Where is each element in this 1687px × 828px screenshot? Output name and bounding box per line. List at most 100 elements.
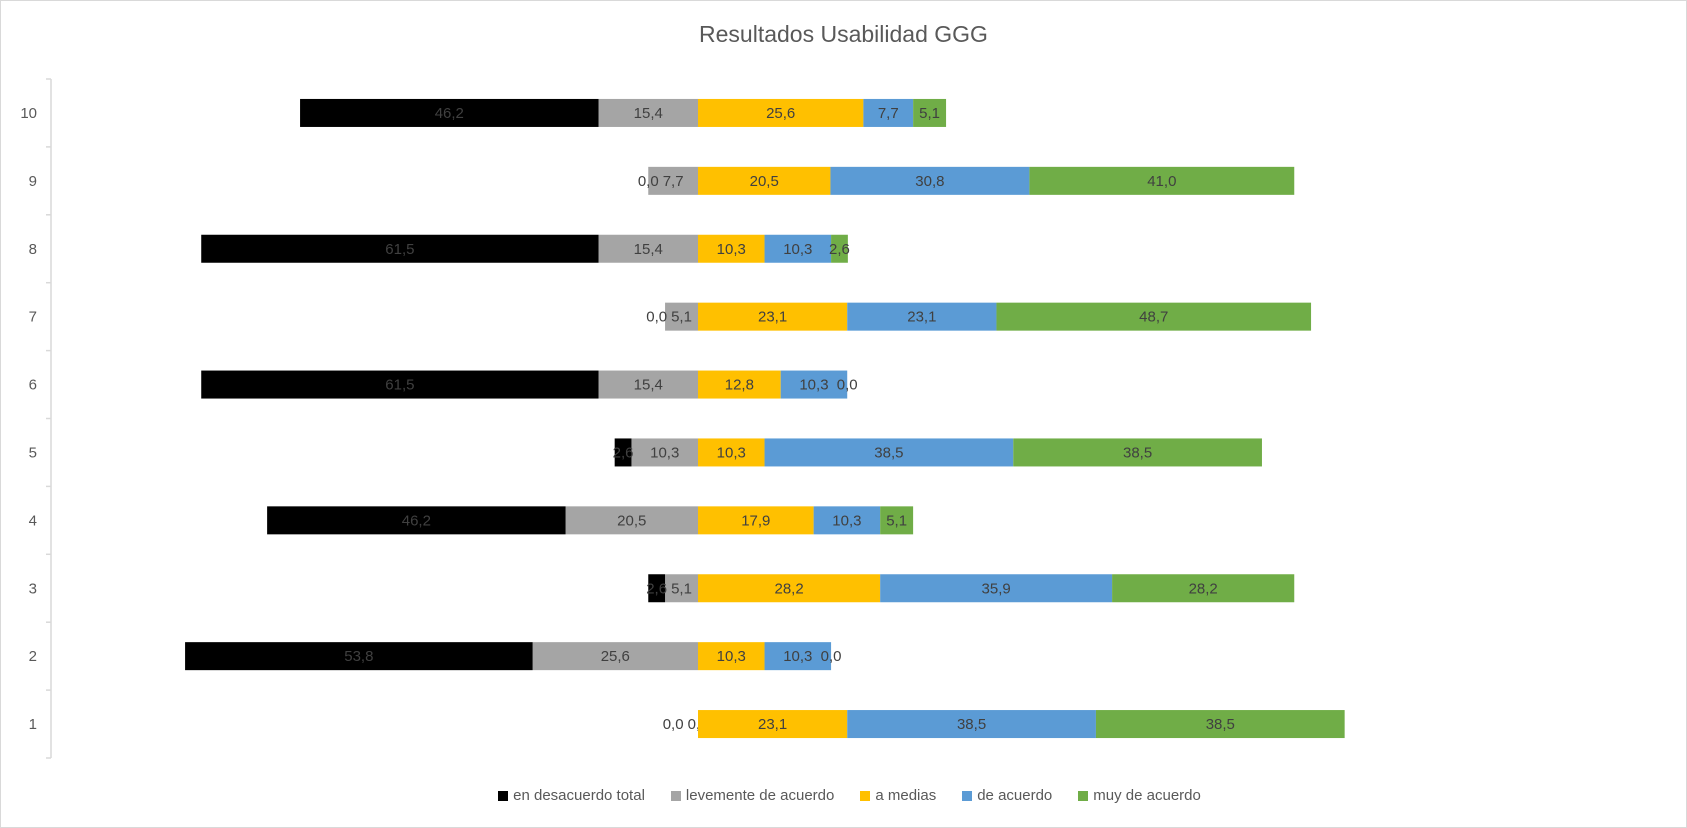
data-label: 10,3: [799, 377, 828, 394]
y-tick-label: 6: [29, 377, 37, 394]
data-label: 35,9: [982, 580, 1011, 597]
legend-item: muy de acuerdo: [1078, 787, 1201, 804]
bar-levemente-de-acuerdo: [598, 234, 698, 263]
y-tick-label: 10: [20, 105, 37, 122]
data-label: 20,5: [617, 512, 646, 529]
data-label: 48,7: [1139, 309, 1168, 326]
data-label: 53,8: [344, 648, 373, 665]
bar-en-desacuerdo-total: [201, 370, 599, 399]
legend-item: a medias: [860, 787, 936, 804]
data-label: 5,1: [671, 580, 692, 597]
y-tick-label: 3: [29, 580, 37, 597]
bar-a-medias: [698, 166, 831, 195]
legend-item: de acuerdo: [962, 787, 1052, 804]
legend-label: de acuerdo: [977, 787, 1053, 804]
data-label: 46,2: [435, 105, 464, 122]
bar-en-desacuerdo-total: [648, 574, 666, 603]
bar-levemente-de-acuerdo: [665, 302, 698, 331]
data-label: 7,7: [663, 173, 684, 190]
bar-a-medias: [698, 710, 848, 739]
bar-muy-de-acuerdo: [1013, 438, 1262, 467]
bar-en-desacuerdo-total: [267, 506, 566, 535]
bar-levemente-de-acuerdo: [532, 642, 698, 671]
bar-a-medias: [698, 438, 765, 467]
bar-de-acuerdo: [847, 302, 997, 331]
bar-muy-de-acuerdo: [1112, 574, 1295, 603]
bar-a-medias: [698, 642, 765, 671]
data-label: 25,6: [601, 648, 630, 665]
bar-en-desacuerdo-total: [185, 642, 533, 671]
bar-a-medias: [698, 574, 881, 603]
data-label: 38,5: [1123, 444, 1152, 461]
bar-de-acuerdo: [764, 438, 1014, 467]
y-tick-label: 4: [29, 512, 37, 529]
data-label: 0,0: [638, 173, 659, 190]
y-tick-label: 9: [29, 173, 37, 190]
data-label: 38,5: [1206, 716, 1235, 733]
data-label: 28,2: [774, 580, 803, 597]
y-tick-label: 2: [29, 648, 37, 665]
legend-swatch: [498, 790, 509, 801]
legend-swatch: [1078, 790, 1089, 801]
bar-en-desacuerdo-total: [614, 438, 632, 467]
legend-label: muy de acuerdo: [1093, 787, 1201, 804]
data-label: 41,0: [1147, 173, 1176, 190]
data-label: 10,3: [650, 444, 679, 461]
legend-label: levemente de acuerdo: [685, 787, 835, 804]
bar-muy-de-acuerdo: [880, 506, 914, 535]
data-label: 5,1: [671, 309, 692, 326]
data-label: 10,3: [832, 512, 861, 529]
bar-a-medias: [698, 98, 864, 127]
y-tick-label: 5: [29, 444, 37, 461]
y-tick-label: 1: [29, 716, 37, 733]
data-label: 15,4: [634, 241, 663, 258]
legend-item: en desacuerdo total: [498, 787, 645, 804]
bar-levemente-de-acuerdo: [598, 98, 698, 127]
data-label: 20,5: [750, 173, 779, 190]
data-label: 25,6: [766, 105, 795, 122]
data-label: 0,0: [663, 716, 684, 733]
legend-swatch: [670, 790, 681, 801]
data-label: 30,8: [915, 173, 944, 190]
data-label: 2,6: [646, 580, 667, 597]
data-label: 0,0: [646, 309, 667, 326]
data-label: 10,3: [717, 444, 746, 461]
bar-muy-de-acuerdo: [831, 234, 848, 263]
y-tick-label: 7: [29, 309, 37, 326]
bar-a-medias: [698, 234, 765, 263]
bar-levemente-de-acuerdo: [665, 574, 698, 603]
data-label: 38,5: [957, 716, 986, 733]
data-label: 15,4: [634, 105, 663, 122]
data-label: 12,8: [725, 377, 754, 394]
bar-levemente-de-acuerdo: [565, 506, 698, 535]
data-label: 5,1: [886, 512, 907, 529]
bar-levemente-de-acuerdo: [648, 166, 698, 195]
data-label: 28,2: [1189, 580, 1218, 597]
data-label: 10,3: [717, 648, 746, 665]
bar-de-acuerdo: [813, 506, 881, 535]
legend-item: levemente de acuerdo: [670, 787, 835, 804]
data-label: 7,7: [878, 105, 899, 122]
bar-en-desacuerdo-total: [201, 234, 599, 263]
data-label: 2,6: [829, 241, 850, 258]
bar-de-acuerdo: [780, 370, 848, 399]
data-label: 23,1: [758, 309, 787, 326]
bar-en-desacuerdo-total: [300, 98, 599, 127]
data-label: 0,0: [821, 648, 842, 665]
data-label: 10,3: [783, 241, 812, 258]
data-label: 15,4: [634, 377, 663, 394]
legend-swatch: [962, 790, 973, 801]
bar-muy-de-acuerdo: [996, 302, 1312, 331]
bar-de-acuerdo: [764, 234, 832, 263]
bar-a-medias: [698, 370, 781, 399]
data-label: 38,5: [874, 444, 903, 461]
data-label: 61,5: [385, 377, 414, 394]
bar-levemente-de-acuerdo: [631, 438, 698, 467]
data-label: 10,3: [717, 241, 746, 258]
data-label: 0,0: [837, 377, 858, 394]
bar-muy-de-acuerdo: [1095, 710, 1345, 739]
legend-swatch: [860, 790, 871, 801]
data-label: 5,1: [919, 105, 940, 122]
